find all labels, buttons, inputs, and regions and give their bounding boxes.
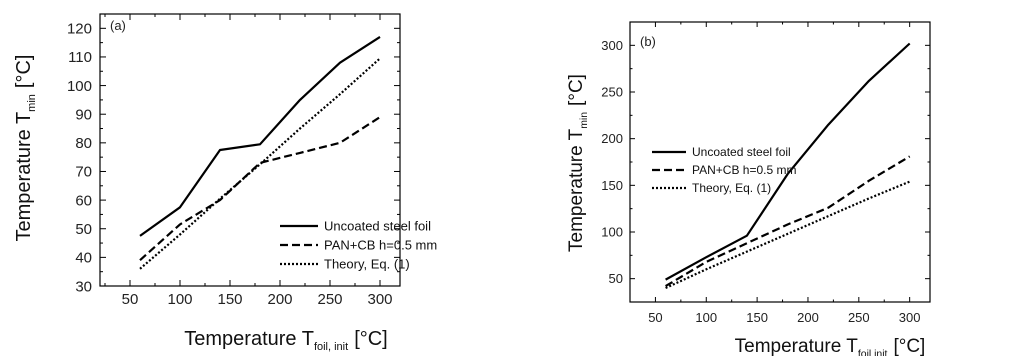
series-line-1 — [665, 42, 911, 281]
y-tick-label: 80 — [75, 135, 92, 152]
legend-entry: PAN+CB h=0.5 mm — [324, 238, 437, 253]
x-axis-label: Temperature Tfoil init [°C] — [735, 336, 926, 356]
y-tick-label: 120 — [67, 21, 92, 38]
x-axis-label: Temperature Tfoil, init [°C] — [184, 328, 388, 353]
y-axis-label: Temperature Tmin[°C] — [13, 55, 38, 242]
y-tick-label: 40 — [75, 250, 92, 267]
y-tick-label: 110 — [68, 49, 92, 66]
x-tick-label: 300 — [367, 291, 392, 308]
y-tick-label: 70 — [75, 164, 92, 181]
y-tick-label: 200 — [601, 131, 623, 146]
x-tick-label: 50 — [122, 291, 139, 308]
y-tick-label: 150 — [601, 178, 623, 193]
legend-entry: Theory, Eq. (1) — [692, 181, 771, 195]
y-tick-label: 50 — [75, 221, 92, 238]
series-line-3 — [665, 180, 911, 289]
y-tick-label: 50 — [609, 271, 623, 286]
series-line-3 — [139, 57, 381, 270]
y-tick-label: 60 — [75, 192, 92, 209]
chart-panel-b: 50 100 150 200 250 300 50 100 150 200 250 300 (b) Unc… — [566, 21, 931, 356]
y-tick-label: 250 — [601, 85, 623, 100]
legend-entry: Uncoated steel foil — [324, 219, 431, 234]
legend-entry: Uncoated steel foil — [692, 145, 791, 159]
y-axis-label: Temperature Tmin[°C] — [566, 74, 590, 252]
y-tick-label: 300 — [601, 38, 623, 53]
x-tick-label: 250 — [317, 291, 342, 308]
series-line-2 — [665, 155, 911, 288]
plot-frame — [629, 21, 931, 303]
plot-frame — [99, 13, 401, 287]
x-tick-label: 250 — [848, 310, 870, 325]
series-line-1 — [139, 35, 381, 237]
legend-entry: PAN+CB h=0.5 mm — [692, 163, 796, 177]
x-tick-label: 100 — [695, 310, 717, 325]
chart-panel-a: 50 100 150 200 250 300 30 40 50 60 70 80 90 100 110 120… — [13, 13, 437, 353]
x-tick-label: 50 — [648, 310, 662, 325]
panel-label: (a) — [110, 18, 126, 33]
x-tick-label: 150 — [217, 291, 242, 308]
y-tick-label: 90 — [75, 106, 92, 123]
x-tick-label: 150 — [746, 310, 768, 325]
x-tick-label: 100 — [167, 291, 192, 308]
x-tick-label: 200 — [267, 291, 292, 308]
y-tick-label: 100 — [67, 78, 92, 95]
y-tick-label: 30 — [75, 278, 92, 295]
x-tick-label: 200 — [797, 310, 819, 325]
legend-entry: Theory, Eq. (1) — [324, 257, 410, 272]
panel-label: (b) — [640, 34, 656, 49]
x-tick-label: 300 — [899, 310, 921, 325]
y-tick-label: 100 — [601, 225, 623, 240]
series-line-2 — [139, 116, 381, 262]
